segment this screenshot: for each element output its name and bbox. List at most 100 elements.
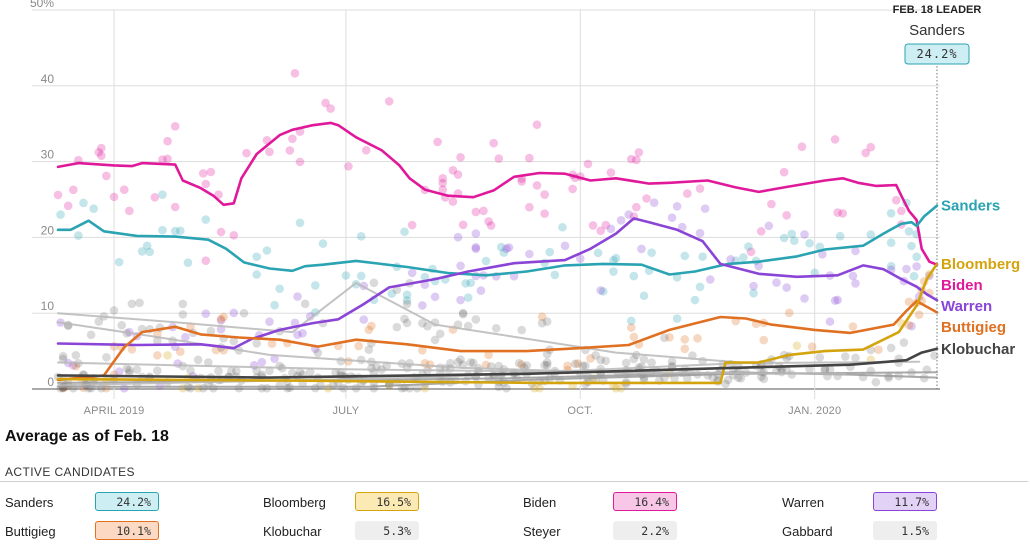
- poll-dot: [866, 230, 876, 239]
- poll-dot: [58, 351, 68, 361]
- poll-dot: [448, 197, 458, 206]
- poll-dot: [542, 349, 552, 359]
- poll-dot: [525, 249, 534, 259]
- series-line-bloomberg: [56, 262, 939, 385]
- poll-dot: [705, 275, 715, 284]
- poll-dot: [63, 201, 73, 211]
- poll-dot: [468, 358, 478, 368]
- poll-dot: [866, 366, 876, 376]
- poll-dot: [733, 373, 743, 382]
- poll-dot: [693, 334, 702, 343]
- poll-dot: [632, 202, 641, 212]
- poll-dot: [201, 309, 211, 318]
- poll-dot: [886, 343, 896, 353]
- candidate-average: 24.2%: [95, 492, 159, 511]
- poll-dot: [163, 154, 172, 164]
- poll-dot: [86, 330, 96, 340]
- poll-dot: [170, 202, 180, 212]
- poll-dot: [754, 261, 763, 271]
- x-tick-label: OCT.: [567, 405, 593, 417]
- poll-dot: [257, 357, 267, 367]
- active-candidates-label: ACTIVE CANDIDATES: [5, 465, 135, 479]
- poll-dot: [542, 360, 552, 370]
- poll-dot: [568, 184, 577, 194]
- poll-dot: [471, 315, 481, 324]
- poll-dot: [204, 358, 213, 367]
- poll-dot: [295, 157, 305, 167]
- poll-dot: [782, 283, 791, 292]
- poll-dot: [232, 366, 241, 376]
- poll-dot: [402, 290, 412, 300]
- poll-dot: [420, 272, 430, 282]
- poll-dot: [749, 281, 758, 291]
- poll-dot: [930, 351, 939, 360]
- poll-dot: [912, 252, 921, 262]
- poll-dot: [262, 246, 272, 255]
- poll-dot: [695, 282, 705, 292]
- series-label-klobuchar: Klobuchar: [941, 341, 1015, 358]
- poll-dot: [601, 356, 611, 366]
- poll-dot: [851, 246, 860, 256]
- poll-dot: [897, 206, 906, 216]
- poll-dot: [293, 292, 302, 301]
- poll-dot: [214, 366, 223, 376]
- poll-dot: [114, 257, 124, 267]
- poll-dot: [158, 225, 167, 235]
- poll-dot: [899, 338, 909, 347]
- poll-dot: [433, 137, 442, 147]
- poll-dot: [392, 322, 402, 332]
- poll-dot: [601, 220, 611, 230]
- poll-dot: [588, 221, 598, 230]
- poll-dot: [848, 271, 858, 281]
- poll-dot: [234, 383, 244, 393]
- poll-dot: [158, 155, 167, 164]
- poll-dot: [647, 248, 656, 257]
- poll-dot: [800, 294, 809, 303]
- poll-dot: [153, 336, 162, 346]
- poll-dot: [438, 174, 448, 183]
- series-line-sanders: [56, 204, 939, 277]
- poll-dot: [502, 383, 511, 393]
- poll-dot: [405, 383, 414, 393]
- poll-dot: [818, 249, 827, 259]
- poll-dot: [660, 333, 669, 343]
- poll-dot: [466, 278, 476, 288]
- poll-dot: [461, 279, 470, 288]
- poll-dot: [606, 224, 616, 234]
- poll-dot: [833, 295, 842, 305]
- poll-dot: [739, 253, 748, 262]
- poll-dot: [226, 366, 236, 376]
- poll-dot: [820, 364, 830, 374]
- poll-dot: [486, 221, 496, 230]
- poll-dot: [387, 289, 397, 298]
- poll-dot: [402, 318, 412, 328]
- candidate-name: Steyer: [523, 524, 561, 539]
- poll-dot: [825, 365, 835, 374]
- poll-dot: [142, 241, 152, 251]
- poll-dot: [97, 143, 106, 153]
- poll-dot: [153, 366, 162, 375]
- poll-dot: [265, 366, 274, 376]
- poll-dot: [639, 355, 649, 364]
- poll-dot: [262, 383, 272, 393]
- poll-dot: [504, 243, 514, 252]
- poll-dot: [79, 198, 88, 208]
- poll-dot: [815, 353, 825, 362]
- poll-dot: [672, 273, 682, 282]
- poll-dot: [542, 358, 552, 367]
- poll-dot: [825, 317, 835, 326]
- poll-dot: [456, 153, 465, 162]
- poll-dot: [525, 153, 534, 163]
- poll-dot: [53, 190, 63, 200]
- poll-dot: [336, 368, 346, 377]
- series-label-sanders: Sanders: [941, 198, 1000, 215]
- poll-dot: [525, 202, 534, 212]
- poll-dot: [163, 136, 172, 146]
- poll-dot: [838, 209, 848, 218]
- poll-dot: [479, 206, 488, 216]
- poll-dot: [229, 308, 239, 318]
- poll-dot: [471, 229, 481, 238]
- poll-dot: [407, 268, 417, 278]
- poll-dot: [74, 231, 83, 240]
